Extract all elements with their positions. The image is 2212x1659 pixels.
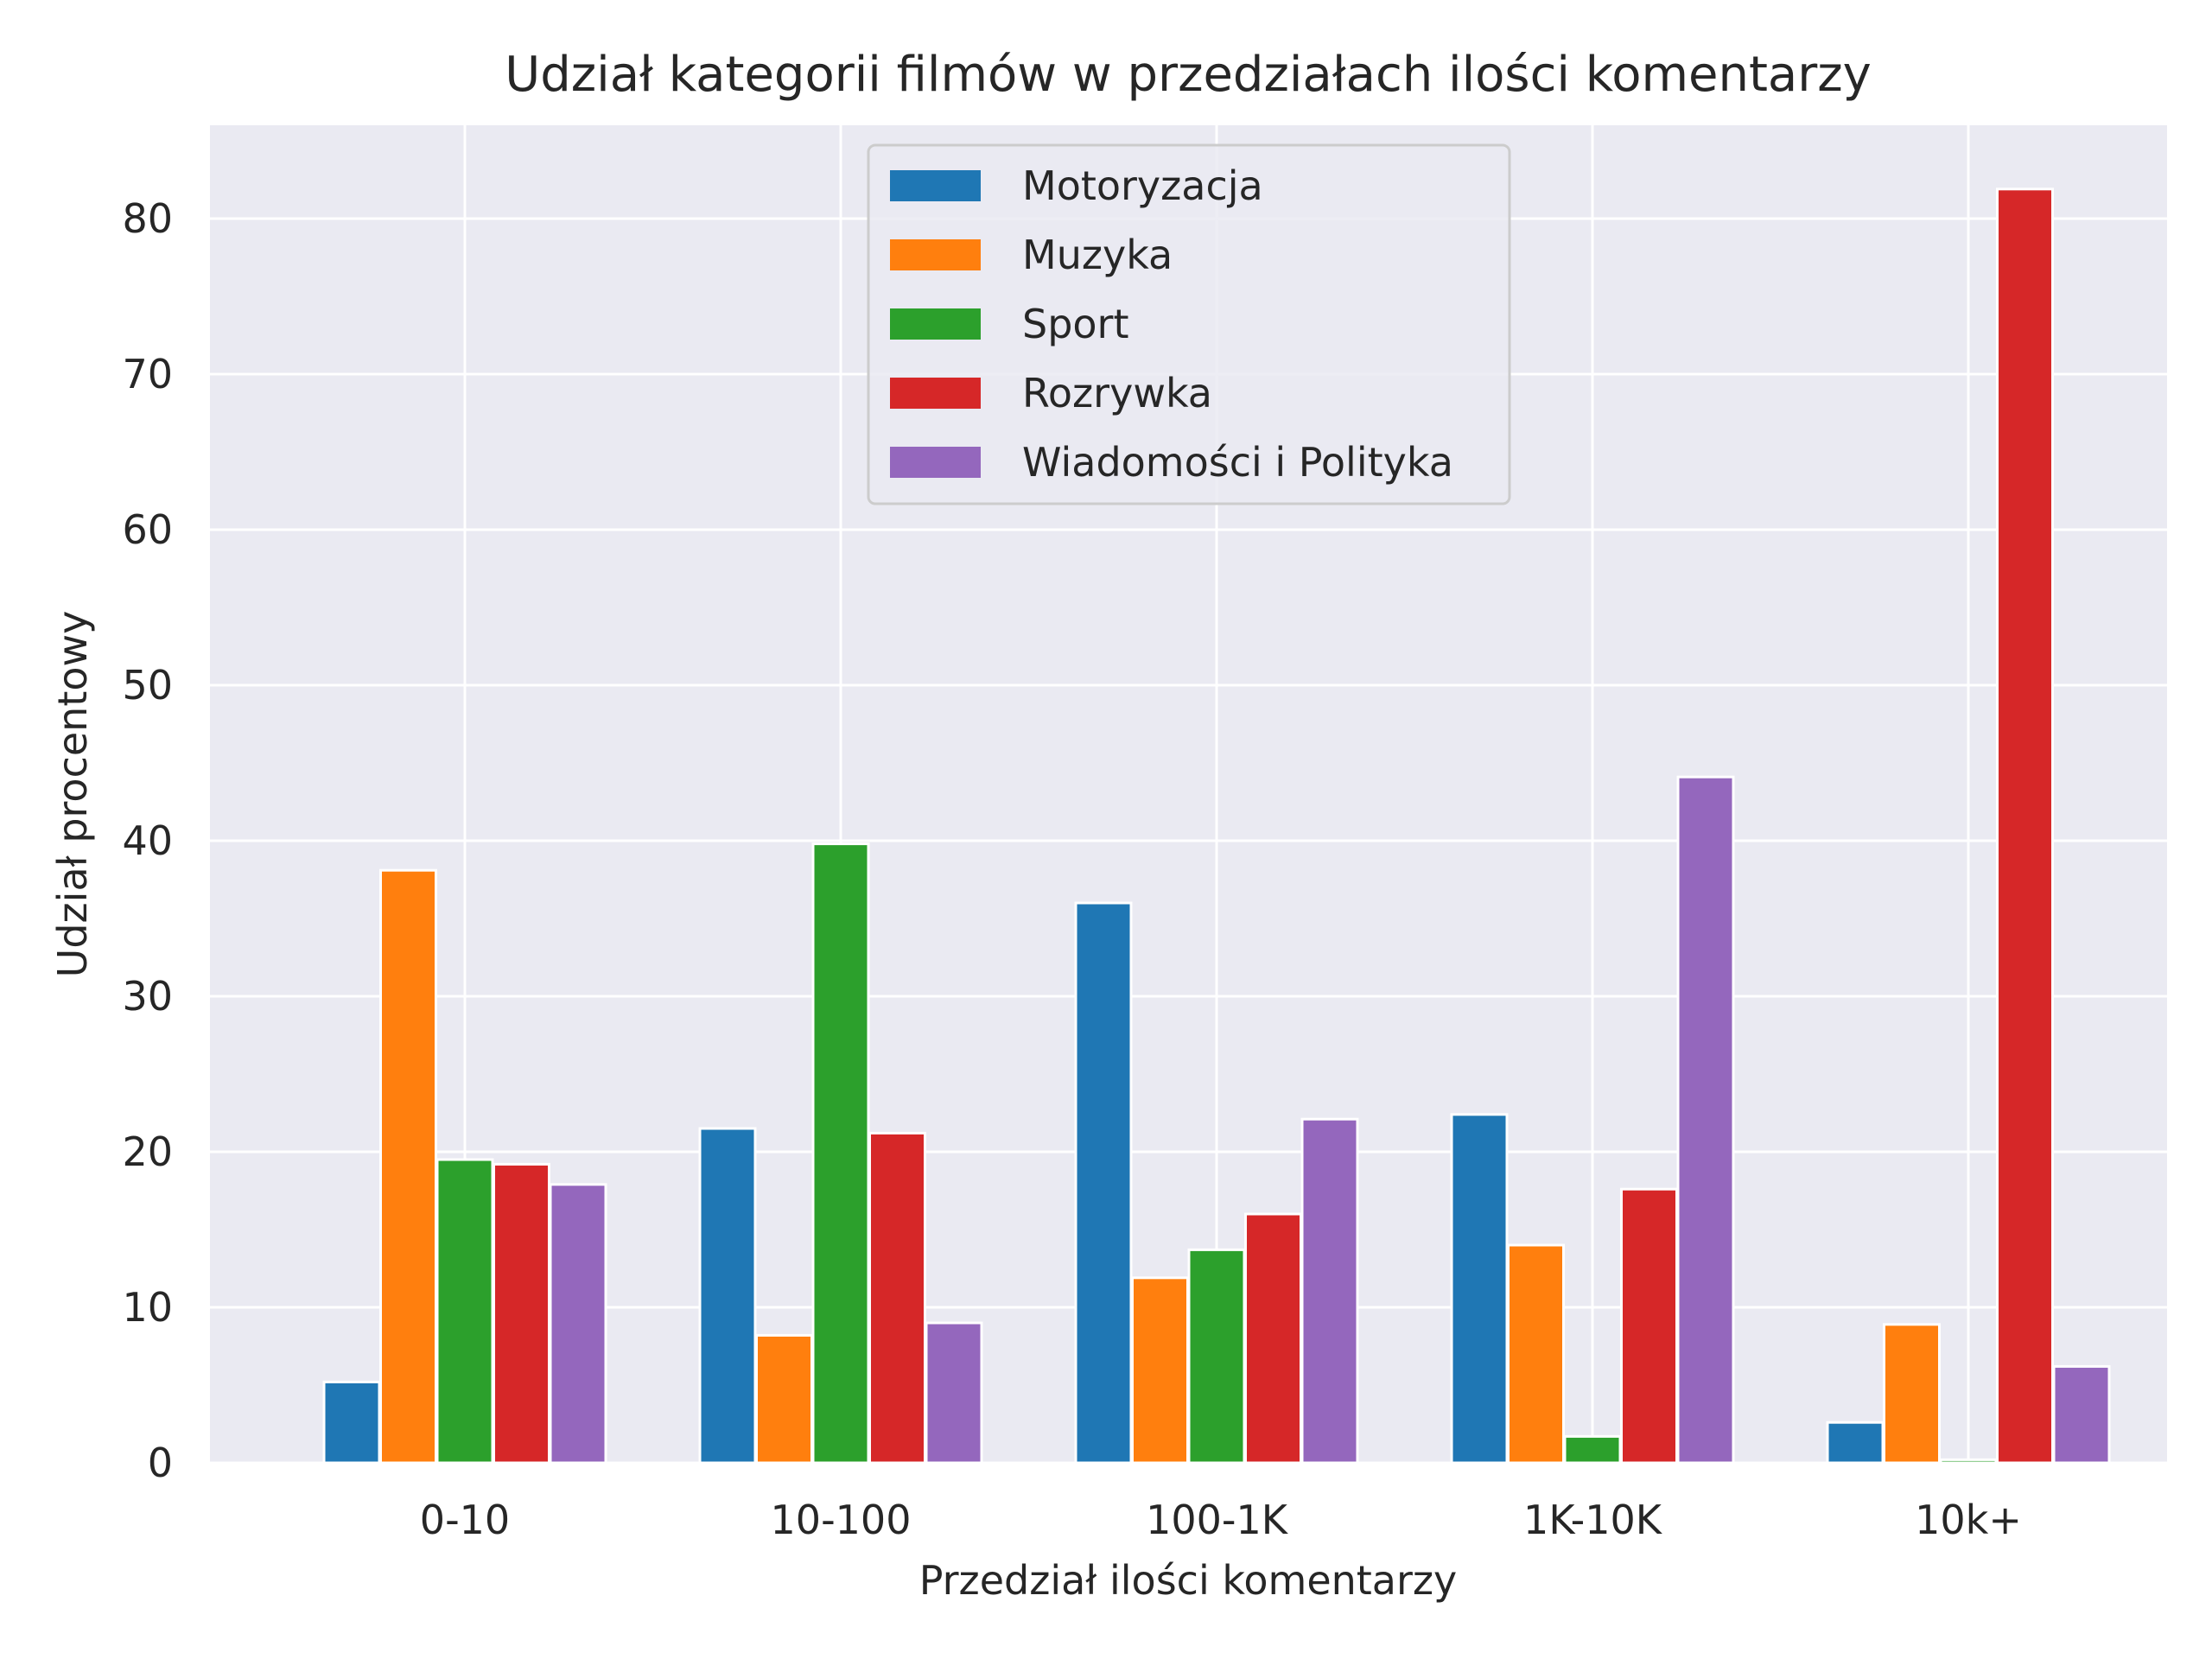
bar (1244, 1212, 1302, 1465)
y-tick-label: 20 (122, 1128, 173, 1175)
y-tick-label: 40 (122, 817, 173, 864)
bar (811, 842, 870, 1465)
bar (868, 1131, 926, 1465)
bar (1507, 1243, 1565, 1465)
legend: Motoryzacja Muzyka Sport Rozrywka Wiadomości… (867, 143, 1511, 505)
x-tick-label: 100-1K (1146, 1497, 1289, 1543)
bar (755, 1333, 813, 1465)
bar (322, 1380, 381, 1465)
bars (322, 188, 2111, 1465)
legend-box (867, 143, 1511, 505)
bar (1676, 775, 1735, 1465)
y-tick-label: 30 (122, 973, 173, 1020)
bar (1450, 1113, 1509, 1465)
y-tick-label: 10 (122, 1284, 173, 1331)
bar (1563, 1434, 1622, 1465)
bar (1300, 1117, 1359, 1465)
bar (1939, 1458, 1998, 1465)
bar (1883, 1323, 1941, 1465)
legend-swatch (890, 239, 981, 270)
y-tick-label: 60 (122, 506, 173, 553)
bar (379, 868, 437, 1465)
y-tick-label: 0 (148, 1440, 173, 1486)
bar (1996, 188, 2054, 1465)
bar (435, 1158, 494, 1465)
bar (1620, 1187, 1678, 1465)
y-axis-label: Udział procentowy (49, 611, 96, 978)
chart-title: Udział kategorii filmów w przedziałach i… (505, 47, 1872, 103)
bar (493, 1162, 550, 1465)
y-tick-label: 80 (122, 195, 173, 242)
legend-label: Wiadomości i Polityka (1022, 439, 1453, 486)
x-tick-label: 10k+ (1915, 1497, 2022, 1543)
bar (1826, 1421, 1885, 1465)
x-tick-label: 10-100 (771, 1497, 912, 1543)
bar (1187, 1248, 1246, 1465)
bar (925, 1321, 983, 1465)
x-tick-label: 0-10 (420, 1497, 510, 1543)
legend-label: Muzyka (1022, 232, 1173, 278)
bar (1131, 1276, 1189, 1465)
bar (2052, 1364, 2111, 1465)
legend-swatch (890, 378, 981, 409)
bar (1074, 901, 1133, 1465)
y-tick-label: 70 (122, 351, 173, 397)
bar (549, 1183, 607, 1465)
x-axis-label: Przedział ilości komentarzy (919, 1557, 1458, 1604)
legend-swatch (890, 170, 981, 201)
x-tick-label: 1K-10K (1523, 1497, 1663, 1543)
legend-swatch (890, 447, 981, 478)
legend-swatch (890, 308, 981, 340)
y-tick-labels: 0 10 20 30 40 50 60 70 80 (122, 195, 173, 1486)
legend-label: Motoryzacja (1022, 162, 1263, 209)
x-tick-labels: 0-10 10-100 100-1K 1K-10K 10k+ (420, 1497, 2022, 1543)
y-tick-label: 50 (122, 662, 173, 709)
legend-label: Rozrywka (1022, 370, 1212, 416)
legend-label: Sport (1022, 301, 1129, 347)
bar (698, 1127, 757, 1465)
